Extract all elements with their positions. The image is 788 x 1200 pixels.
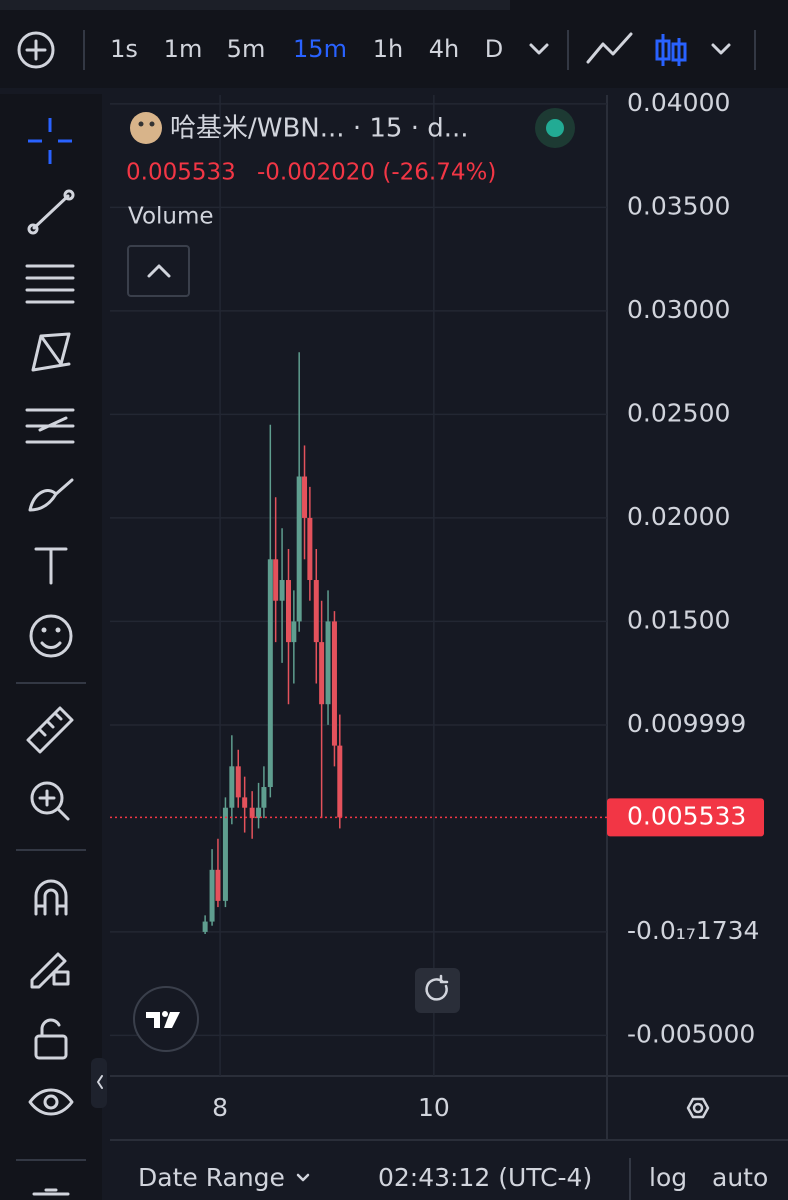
volume-label: Volume xyxy=(128,204,214,230)
settings-button[interactable] xyxy=(686,1097,710,1119)
projection-tool[interactable] xyxy=(25,408,75,444)
text-tool[interactable] xyxy=(34,547,68,585)
candle-body xyxy=(249,807,255,819)
candle-body xyxy=(235,766,241,798)
candle-body xyxy=(296,476,302,622)
candle-body xyxy=(261,787,267,808)
zoom-tool[interactable] xyxy=(30,781,70,821)
crosshair-tool[interactable] xyxy=(28,118,72,164)
candle-body xyxy=(313,580,319,643)
brush-tool[interactable] xyxy=(28,478,74,512)
magnet-tool[interactable] xyxy=(34,879,68,916)
interval-button[interactable]: 4h xyxy=(429,35,459,63)
status-strip xyxy=(0,0,510,10)
log-toggle[interactable]: log xyxy=(649,1163,687,1192)
collapse-arrow xyxy=(97,1075,103,1089)
candle-body xyxy=(242,797,248,808)
symbol[interactable]: 哈基米/WBN... · 15 · d... xyxy=(170,114,469,144)
candle-body xyxy=(215,869,221,901)
lock-drawing-tool[interactable] xyxy=(30,952,70,989)
candle-body xyxy=(307,517,313,581)
date-range-arrow xyxy=(296,1173,310,1182)
candle-body xyxy=(222,807,228,901)
interval-button[interactable]: D xyxy=(485,35,503,63)
candle-body xyxy=(302,476,308,518)
pattern-tool[interactable] xyxy=(31,332,71,372)
candle-body xyxy=(267,559,273,788)
last-price: 0.005533 xyxy=(126,160,236,186)
y-tick-label: 0.03500 xyxy=(627,191,730,220)
fib-tool[interactable] xyxy=(25,264,75,304)
y-tick-label: 0.02500 xyxy=(627,398,730,427)
candle-body xyxy=(331,621,337,746)
token-icon xyxy=(130,112,162,144)
add-button[interactable] xyxy=(17,31,55,69)
collapse-legend[interactable] xyxy=(127,245,190,297)
lock-tool[interactable] xyxy=(34,1018,68,1060)
x-tick-label: 8 xyxy=(212,1093,228,1122)
delete-tool[interactable] xyxy=(32,1188,70,1196)
y-tick-label: 0.02000 xyxy=(627,502,730,531)
reset-button[interactable] xyxy=(415,968,460,1013)
tv-logo[interactable] xyxy=(133,986,199,1052)
y-tick-label: 0.01500 xyxy=(627,605,730,634)
candle-body xyxy=(319,642,325,705)
candle-style[interactable] xyxy=(655,34,687,66)
y-tick-label: -0.0₁₇1734 xyxy=(627,916,759,945)
candle-body xyxy=(202,921,208,932)
candle-body xyxy=(273,559,279,601)
interval-button[interactable]: 1h xyxy=(373,35,403,63)
candle-body xyxy=(325,621,331,705)
token-icon-eye xyxy=(138,121,144,127)
candle-body xyxy=(337,745,343,818)
line-style[interactable] xyxy=(586,32,633,64)
plot-area xyxy=(110,95,607,1076)
interval-button[interactable]: 1m xyxy=(164,35,203,63)
y-tick-label: 0.04000 xyxy=(627,88,730,117)
date-range[interactable]: Date Range xyxy=(138,1163,285,1192)
candle-body xyxy=(229,766,235,808)
line-tool[interactable] xyxy=(27,189,75,235)
y-tick-label: -0.005000 xyxy=(627,1019,755,1048)
interval-button[interactable]: 5m xyxy=(227,35,266,63)
collapse-icon xyxy=(147,264,171,278)
candle-body xyxy=(279,580,285,601)
token-icon-eye xyxy=(149,121,155,127)
x-tick-label: 10 xyxy=(418,1093,450,1122)
style-menu[interactable] xyxy=(711,43,731,55)
auto-toggle[interactable]: auto xyxy=(712,1163,768,1192)
price-change: -0.002020 (-26.74%) xyxy=(257,160,496,186)
candle-body xyxy=(291,621,297,643)
y-tick-label: 0.009999 xyxy=(627,709,746,738)
measure-tool[interactable] xyxy=(26,706,74,754)
status-dot xyxy=(546,119,564,137)
price-tag-label: 0.005533 xyxy=(627,801,746,830)
candle-body xyxy=(209,869,215,922)
price-tag xyxy=(607,798,764,837)
candle-body xyxy=(256,807,262,819)
emoji-tool[interactable] xyxy=(29,614,73,658)
y-tick-label: 0.03000 xyxy=(627,295,730,324)
interval-menu[interactable] xyxy=(529,43,549,55)
interval-button[interactable]: 15m xyxy=(293,35,347,63)
interval-button[interactable]: 1s xyxy=(110,35,138,63)
candle-body xyxy=(285,580,291,643)
time[interactable]: 02:43:12 (UTC-4) xyxy=(378,1163,592,1192)
visibility-tool[interactable] xyxy=(28,1088,74,1116)
